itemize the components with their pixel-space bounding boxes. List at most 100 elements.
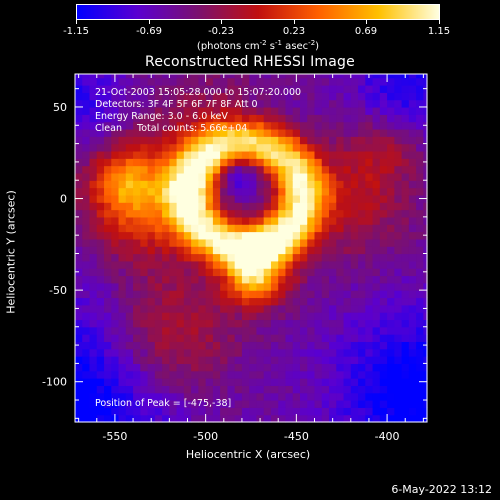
heatmap-cell [321, 121, 330, 130]
heatmap-cell [249, 356, 258, 364]
heatmap-cell [358, 180, 366, 189]
heatmap-cell [249, 312, 258, 321]
heatmap-cell [270, 77, 279, 86]
heatmap-cell [75, 282, 83, 291]
heatmap-cell [111, 128, 120, 137]
heatmap-cell [183, 202, 192, 211]
footer-timestamp: 6-May-2022 13:12 [391, 483, 492, 496]
heatmap-cell [154, 150, 163, 159]
heatmap-cell [365, 378, 374, 386]
heatmap-cell [133, 165, 141, 174]
heatmap-cell [358, 187, 366, 196]
heatmap-cell [350, 77, 359, 86]
heatmap-cell [147, 92, 156, 101]
heatmap-cell [394, 334, 403, 343]
heatmap-cell [198, 312, 207, 321]
heatmap-cell [372, 363, 381, 372]
heatmap-cell [256, 143, 265, 152]
heatmap-cell [198, 238, 207, 247]
heatmap-cell [176, 106, 185, 115]
heatmap-cell [394, 260, 403, 269]
heatmap-cell [154, 407, 163, 416]
heatmap-cell [169, 172, 178, 181]
heatmap-cell [176, 77, 185, 86]
heatmap-cell [118, 312, 127, 321]
heatmap-cell [278, 356, 287, 364]
heatmap-cell [96, 356, 105, 364]
heatmap-cell [314, 290, 323, 299]
heatmap-cell [314, 158, 323, 167]
heatmap-cell [96, 99, 105, 108]
heatmap-cell [379, 74, 388, 79]
heatmap-cell [104, 290, 112, 299]
heatmap-cell [89, 246, 98, 255]
heatmap-cell [169, 74, 178, 79]
heatmap-cell [299, 172, 308, 181]
heatmap-cell [249, 143, 258, 152]
heatmap-cell [408, 363, 417, 372]
heatmap-cell [147, 77, 156, 86]
heatmap-cell [111, 114, 120, 123]
heatmap-cell [249, 121, 258, 130]
heatmap-cell [96, 216, 105, 225]
heatmap-cell [220, 268, 229, 277]
heatmap-cell [401, 356, 410, 364]
heatmap-cell [147, 392, 156, 401]
heatmap-cell [249, 224, 258, 233]
heatmap-cell [183, 231, 192, 240]
heatmap-cell [241, 334, 250, 343]
colorbar-unit-label: (photons cm-2 s-1 asec-2) [196, 39, 320, 52]
heatmap-cell [249, 326, 258, 335]
heatmap-cell [343, 143, 352, 152]
heatmap-cell [299, 202, 308, 211]
heatmap-cell [96, 74, 105, 79]
heatmap-cell [329, 209, 337, 218]
heatmap-cell [125, 334, 134, 343]
heatmap-cell [365, 187, 374, 196]
heatmap-cell [133, 407, 141, 416]
heatmap-cell [292, 150, 301, 159]
heatmap-cell [96, 106, 105, 115]
heatmap-cell [401, 297, 410, 306]
heatmap-cell [104, 312, 112, 321]
heatmap-cell [387, 400, 395, 408]
heatmap-cell [241, 356, 250, 364]
heatmap-cell [183, 165, 192, 174]
heatmap-cell [263, 180, 272, 189]
heatmap-cell [372, 319, 381, 328]
heatmap-cell [416, 363, 424, 372]
heatmap-cell [321, 326, 330, 335]
heatmap-cell [191, 356, 199, 364]
heatmap-cell [292, 341, 301, 350]
heatmap-cell [133, 128, 141, 137]
heatmap-cell [401, 150, 410, 159]
heatmap-cell [394, 99, 403, 108]
heatmap-cell [111, 143, 120, 152]
heatmap-cell [401, 385, 410, 394]
heatmap-cell [169, 407, 178, 416]
heatmap-cell [183, 253, 192, 262]
heatmap-cell [256, 194, 265, 203]
heatmap-cell [263, 392, 272, 401]
heatmap-cell [372, 99, 381, 108]
heatmap-cell [336, 216, 345, 225]
heatmap-cell [147, 172, 156, 181]
heatmap-cell [292, 290, 301, 299]
heatmap-cell [140, 172, 149, 181]
heatmap-cell [299, 165, 308, 174]
heatmap-cell [358, 282, 366, 291]
heatmap-cell [82, 209, 91, 218]
heatmap-cell [104, 370, 112, 379]
heatmap-cell [270, 319, 279, 328]
heatmap-cell [401, 187, 410, 196]
heatmap-cell [198, 180, 207, 189]
heatmap-cell [394, 246, 403, 255]
heatmap-cell [147, 312, 156, 321]
heatmap-cell [401, 246, 410, 255]
heatmap-cell [299, 216, 308, 225]
heatmap-cell [372, 282, 381, 291]
heatmap-cell [321, 319, 330, 328]
heatmap-cell [118, 231, 127, 240]
heatmap-cell [307, 216, 316, 225]
heatmap-cell [307, 363, 316, 372]
